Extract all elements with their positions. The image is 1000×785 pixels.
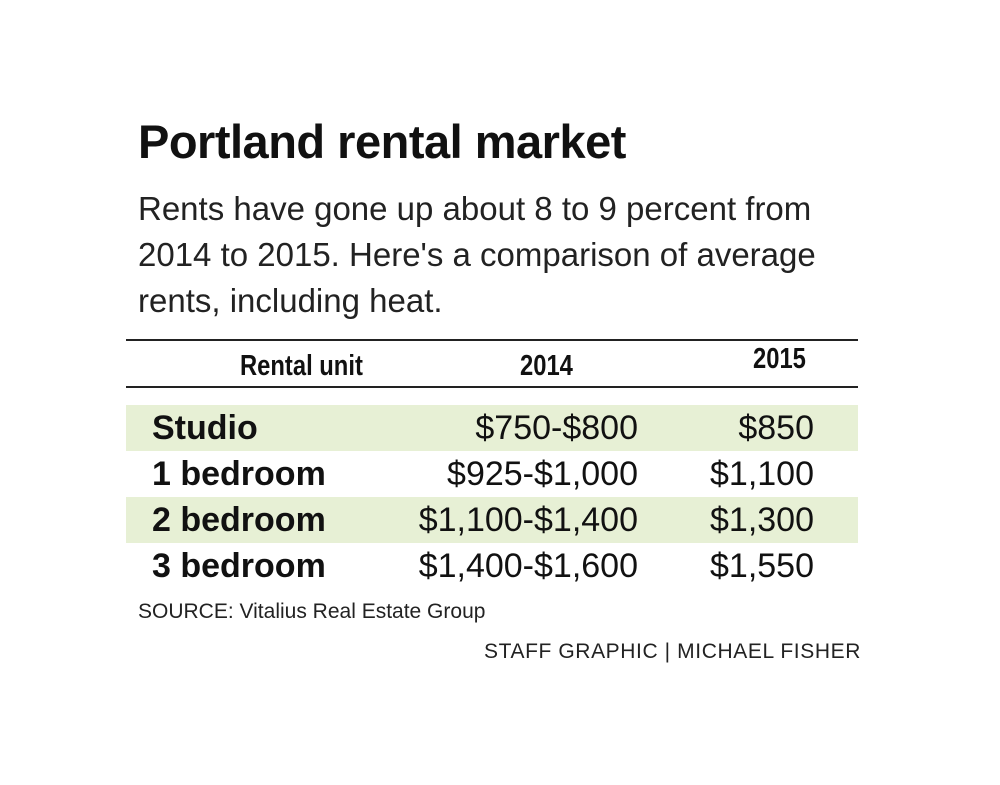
cell-2014: $750-$800: [475, 409, 638, 447]
cell-rental-unit: Studio: [152, 409, 258, 447]
table-row: Studio $750-$800 $850: [126, 405, 858, 451]
column-header-2015: 2015: [753, 343, 806, 375]
cell-rental-unit: 3 bedroom: [152, 547, 326, 585]
chart-subtitle: Rents have gone up about 8 to 9 percent …: [138, 190, 816, 319]
cell-2014: $1,100-$1,400: [418, 501, 638, 539]
column-header-2014: 2014: [520, 350, 573, 382]
credit-line: STAFF GRAPHIC | MICHAEL FISHER: [484, 640, 861, 663]
table-top-rule: [126, 339, 858, 341]
cell-rental-unit: 2 bedroom: [152, 501, 326, 539]
table-row: 3 bedroom $1,400-$1,600 $1,550: [126, 543, 858, 589]
chart-title: Portland rental market: [138, 115, 626, 168]
table-header-rule: [126, 386, 858, 388]
cell-2015: $850: [738, 409, 814, 447]
cell-2014: $1,400-$1,600: [418, 547, 638, 585]
source-note: SOURCE: Vitalius Real Estate Group: [138, 600, 486, 623]
column-header-rental-unit: Rental unit: [240, 350, 363, 382]
table-row: 1 bedroom $925-$1,000 $1,100: [126, 451, 858, 497]
cell-2015: $1,300: [710, 501, 814, 539]
cell-rental-unit: 1 bedroom: [152, 455, 326, 493]
cell-2015: $1,550: [710, 547, 814, 585]
cell-2015: $1,100: [710, 455, 814, 493]
table-row: 2 bedroom $1,100-$1,400 $1,300: [126, 497, 858, 543]
cell-2014: $925-$1,000: [447, 455, 638, 493]
